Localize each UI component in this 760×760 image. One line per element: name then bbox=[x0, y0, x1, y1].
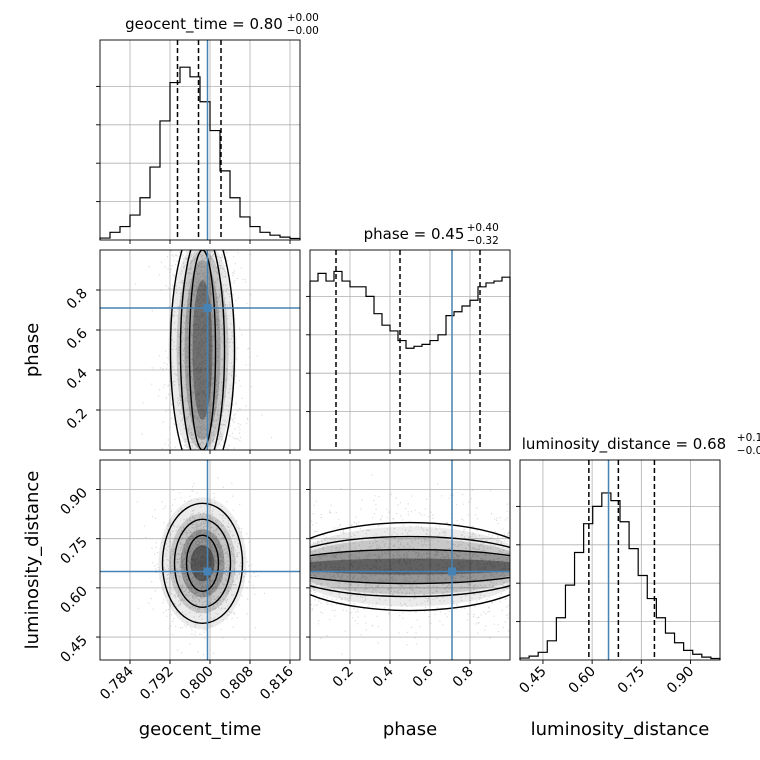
y-tick-label-phase: 0.2 bbox=[64, 406, 91, 433]
contour-2 bbox=[310, 548, 510, 585]
title-sub-luminosity_distance: −0.09 bbox=[737, 445, 760, 457]
y-tick-label-phase: 0.4 bbox=[64, 365, 91, 392]
x-tick-label-phase: 0.4 bbox=[370, 663, 397, 690]
histogram-luminosity_distance bbox=[519, 492, 721, 660]
x-axis-label-phase: phase bbox=[383, 719, 437, 740]
hist-panel-geocent_time: geocent_time = 0.80 +0.00−0.00 bbox=[96, 12, 319, 244]
x-tick-label-phase: 0.8 bbox=[450, 664, 477, 691]
y-tick-label-phase: 0.8 bbox=[64, 286, 91, 313]
density-level-1 bbox=[310, 538, 510, 595]
contour-0 bbox=[310, 521, 510, 612]
panel-luminosity_distance-vs-geocent_time bbox=[96, 459, 301, 664]
x-tick-label-geocent_time: 0.792 bbox=[137, 664, 177, 704]
panel-luminosity_distance-vs-phase bbox=[306, 459, 511, 664]
x-tick-label-geocent_time: 0.808 bbox=[217, 664, 257, 704]
axes-labels: 0.784 0.792 0.800 0.808 0.816 geocent_time 0.2… bbox=[22, 286, 709, 740]
title-sub-geocent_time: −0.00 bbox=[287, 25, 319, 37]
title-main: phase = 0.45 bbox=[364, 225, 465, 243]
x-tick-label-luminosity_distance: 0.75 bbox=[615, 664, 648, 697]
x-tick-label-geocent_time: 0.800 bbox=[177, 664, 217, 704]
x-tick-label-luminosity_distance: 0.45 bbox=[516, 664, 549, 697]
title-geocent_time: geocent_time = 0.80 bbox=[125, 15, 283, 34]
contour-1 bbox=[310, 535, 510, 598]
title-main: geocent_time = 0.80 bbox=[125, 15, 283, 34]
title-sup-luminosity_distance: +0.10 bbox=[737, 432, 760, 444]
density-level-3 bbox=[310, 558, 510, 575]
density-level-0 bbox=[310, 526, 510, 607]
panel-phase-vs-geocent_time bbox=[96, 249, 301, 454]
x-tick-label-geocent_time: 0.816 bbox=[257, 663, 297, 703]
x-tick-label-geocent_time: 0.784 bbox=[97, 663, 137, 703]
y-tick-label-phase: 0.6 bbox=[64, 325, 91, 352]
contour-2 bbox=[185, 534, 220, 592]
x-tick-label-luminosity_distance: 0.60 bbox=[566, 664, 599, 697]
contour-0 bbox=[169, 250, 236, 450]
density-level-0 bbox=[158, 497, 247, 630]
x-tick-label-phase: 0.6 bbox=[410, 663, 437, 690]
title-luminosity_distance: luminosity_distance = 0.68 bbox=[522, 435, 726, 454]
x-tick-label-luminosity_distance: 0.90 bbox=[664, 664, 697, 697]
y-tick-label-luminosity_distance: 0.75 bbox=[57, 534, 90, 567]
density-level-0 bbox=[168, 250, 237, 450]
y-axis-label-phase: phase bbox=[22, 323, 43, 377]
truth-marker bbox=[448, 567, 456, 576]
title-sup-phase: +0.40 bbox=[467, 222, 499, 234]
contour-1 bbox=[179, 250, 226, 450]
density-level-1 bbox=[176, 250, 229, 450]
contour-2 bbox=[188, 250, 217, 450]
x-axis-label-geocent_time: geocent_time bbox=[139, 719, 262, 740]
hist-panel-luminosity_distance: luminosity_distance = 0.68 +0.10−0.09 bbox=[516, 432, 760, 664]
density-level-1 bbox=[169, 513, 236, 614]
title-sup-geocent_time: +0.00 bbox=[287, 12, 319, 24]
hist-panel-phase: phase = 0.45 +0.40−0.32 bbox=[306, 222, 511, 454]
title-main: luminosity_distance = 0.68 bbox=[522, 435, 726, 454]
scatter-points bbox=[136, 477, 265, 656]
truth-marker bbox=[203, 567, 212, 576]
title-phase: phase = 0.45 bbox=[364, 225, 465, 243]
histogram-geocent_time bbox=[99, 66, 301, 240]
y-tick-label-luminosity_distance: 0.45 bbox=[57, 633, 90, 666]
histogram-phase bbox=[309, 270, 511, 450]
contour-1 bbox=[173, 518, 232, 608]
title-sub-phase: −0.32 bbox=[467, 235, 499, 247]
density-level-3 bbox=[190, 545, 215, 582]
x-tick-label-phase: 0.2 bbox=[330, 664, 357, 691]
y-axis-label-luminosity_distance: luminosity_distance bbox=[22, 471, 43, 650]
x-axis-label-luminosity_distance: luminosity_distance bbox=[531, 719, 710, 740]
density-level-3 bbox=[192, 280, 213, 420]
density-level-2 bbox=[310, 549, 510, 584]
truth-marker bbox=[203, 304, 212, 312]
y-tick-label-luminosity_distance: 0.60 bbox=[57, 583, 90, 616]
y-tick-label-luminosity_distance: 0.90 bbox=[57, 485, 90, 518]
scatter-points bbox=[134, 250, 273, 450]
density-level-2 bbox=[180, 529, 225, 598]
contour-0 bbox=[161, 502, 244, 624]
